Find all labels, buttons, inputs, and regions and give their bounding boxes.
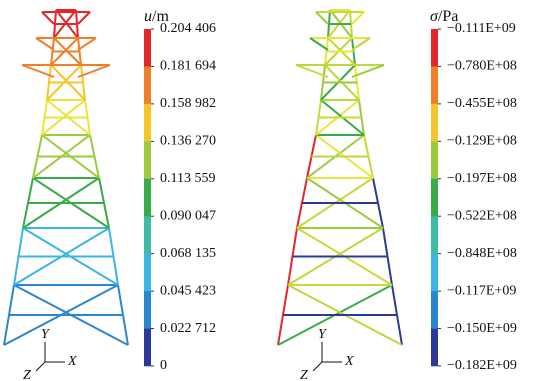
legend-symbol: u: [144, 8, 152, 25]
colorbar-band: [144, 103, 151, 142]
colorbar-band: [144, 29, 151, 67]
legend-title: σ/Pa: [430, 8, 458, 25]
colorbar-band: [144, 66, 151, 105]
legend-label: −0.150E+09: [447, 321, 517, 336]
tower-member: [315, 11, 329, 25]
legend-label: −0.455E+08: [447, 96, 517, 111]
colorbar-band: [431, 29, 438, 67]
colorbar-band: [431, 253, 438, 292]
tower-member: [351, 11, 365, 25]
colorbar-band: [144, 291, 151, 329]
legend-label: −0.129E+08: [447, 134, 517, 149]
colorbar-band: [431, 291, 438, 329]
legend-unit: /m: [152, 8, 169, 25]
axis-label: X: [67, 354, 77, 369]
colorbar-band: [144, 253, 151, 292]
tower-member: [295, 64, 329, 78]
legend-title: u/m: [144, 8, 169, 25]
legend-label: −0.848E+08: [447, 246, 517, 261]
legend-label: −0.182E+09: [447, 358, 517, 373]
colorbar-band: [431, 66, 438, 105]
colorbar-band: [431, 216, 438, 254]
tower-member: [351, 37, 371, 51]
tower-member: [41, 11, 55, 25]
colorbar-band: [431, 103, 438, 142]
tower-member: [35, 37, 55, 51]
tower-member: [309, 37, 329, 51]
legend-label: −0.117E+09: [447, 283, 516, 298]
legend-unit: /Pa: [438, 8, 458, 25]
colorbar-band: [431, 141, 438, 180]
legend-label: 0.068 135: [160, 246, 216, 261]
axis-label: Y: [318, 327, 328, 342]
axis-label: Z: [23, 368, 31, 381]
legend-label: −0.780E+08: [447, 59, 517, 74]
legend-label: 0.045 423: [160, 283, 216, 298]
colorbar-band: [144, 328, 151, 367]
tower-member: [21, 64, 55, 78]
legend-label: 0.181 694: [160, 59, 216, 74]
legend-label: 0.022 712: [160, 321, 216, 336]
colorbar-band: [144, 141, 151, 180]
axis-arrow: [312, 361, 323, 372]
colorbar-band: [431, 178, 438, 217]
colorbar-band: [144, 178, 151, 217]
legend-label: 0.158 982: [160, 96, 216, 111]
tower-member: [77, 11, 91, 25]
legend-label: 0.136 270: [160, 134, 216, 149]
legend-label: −0.111E+09: [447, 21, 516, 36]
tower-member: [351, 64, 385, 78]
legend-label: 0: [160, 358, 167, 373]
axis-label: Z: [300, 368, 308, 381]
legend-label: −0.197E+08: [447, 171, 517, 186]
legend-symbol: σ: [430, 8, 439, 25]
axis-arrow: [35, 361, 46, 372]
legend-label: 0.090 047: [160, 208, 216, 223]
colorbar-band: [144, 216, 151, 254]
legend-label: 0.113 559: [160, 171, 215, 186]
colorbar-band: [431, 328, 438, 367]
axis-label: X: [344, 354, 354, 369]
legend-label: 0.204 406: [160, 21, 216, 36]
tower-member: [77, 64, 111, 78]
axis-label: Y: [41, 327, 51, 342]
legend-label: −0.522E+08: [447, 208, 517, 223]
tower-member: [77, 37, 97, 51]
